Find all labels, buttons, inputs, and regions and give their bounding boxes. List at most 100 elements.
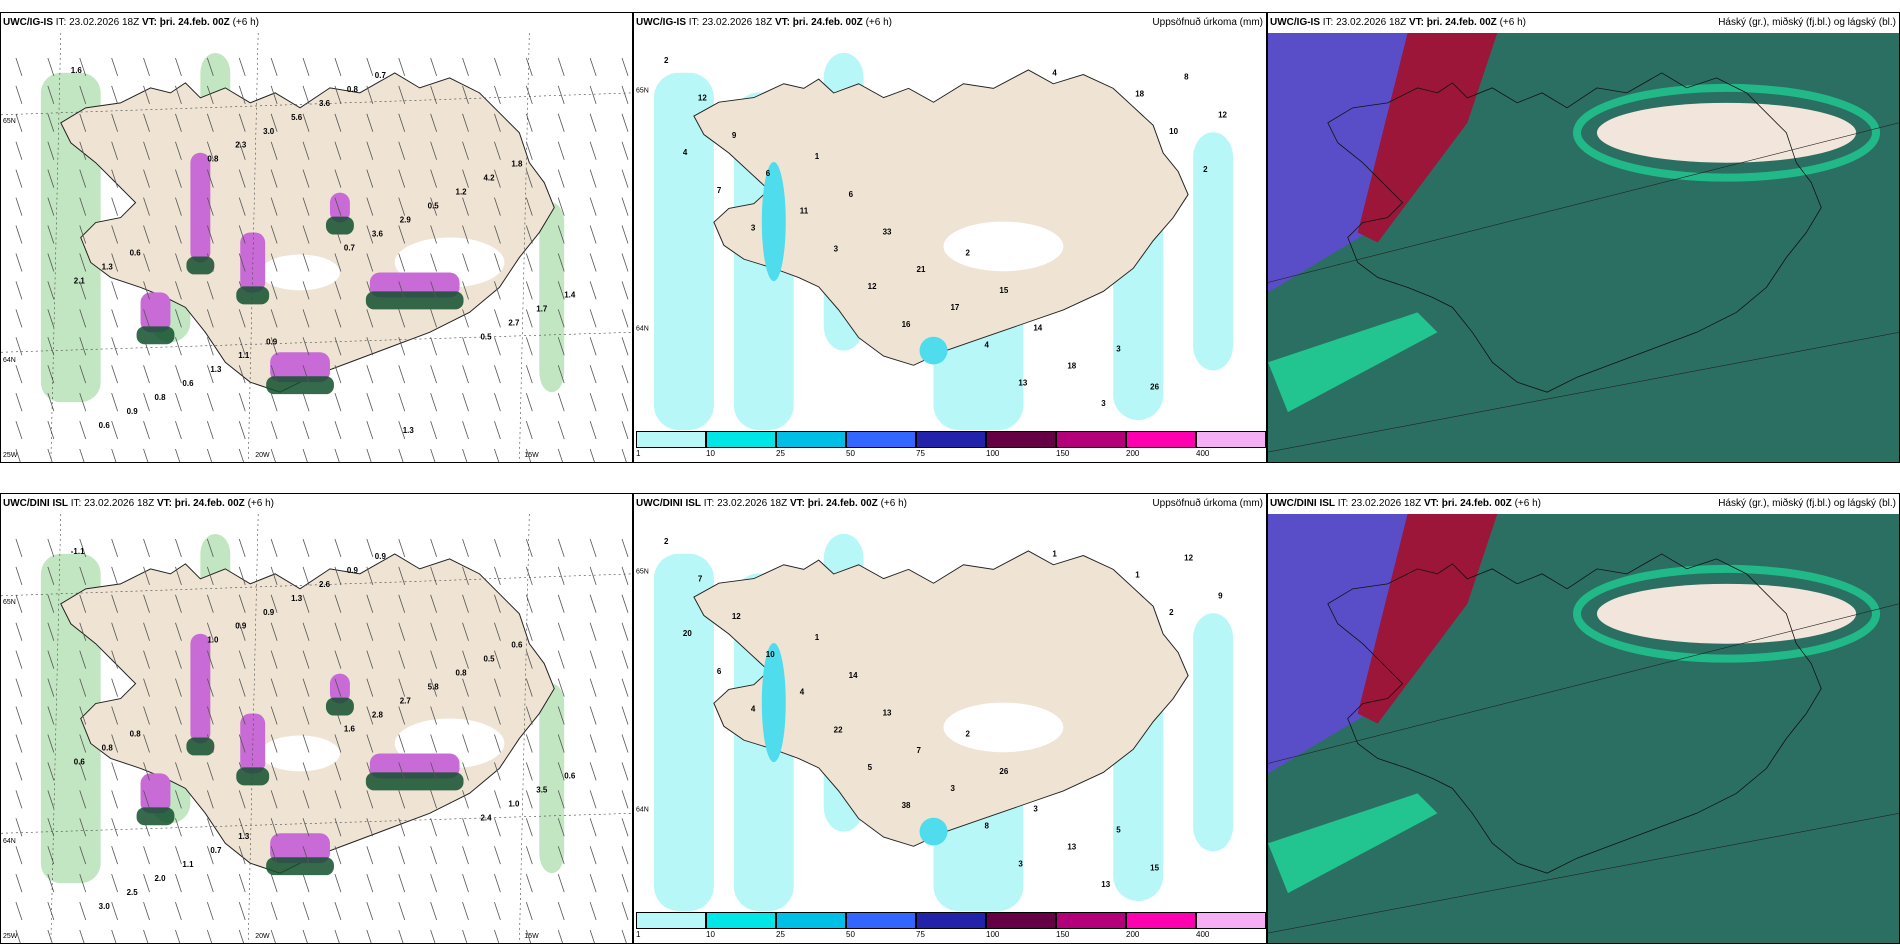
wind-barb bbox=[621, 762, 629, 781]
wind-barb bbox=[430, 901, 437, 921]
precip-area-mid bbox=[136, 807, 175, 826]
precip-area-light bbox=[1193, 132, 1234, 371]
wind-barb bbox=[15, 901, 23, 921]
wind-barb bbox=[79, 874, 87, 893]
wind-barb bbox=[175, 169, 182, 188]
wind-barb bbox=[175, 594, 182, 613]
precip-area-mid bbox=[136, 326, 175, 345]
wind-barb bbox=[206, 309, 214, 328]
wind-barb bbox=[175, 650, 182, 669]
wind-barb bbox=[111, 337, 119, 356]
wind-barb bbox=[79, 197, 87, 216]
wind-barb bbox=[206, 393, 214, 412]
wind-barb bbox=[494, 622, 501, 641]
wind-barb bbox=[589, 253, 597, 272]
wind-barb bbox=[143, 790, 150, 809]
wind-barb bbox=[621, 57, 629, 77]
wind-barb bbox=[111, 85, 119, 104]
wind-barb bbox=[494, 734, 501, 753]
wind-barb bbox=[557, 929, 563, 943]
wind-barb bbox=[302, 85, 310, 104]
glacier-area bbox=[260, 254, 340, 291]
wind-barb bbox=[557, 901, 565, 921]
wind-barb bbox=[430, 678, 437, 697]
wind-barb bbox=[494, 448, 500, 462]
wind-barb bbox=[111, 113, 119, 132]
precip-value-label: 12 bbox=[868, 282, 877, 291]
wind-barb bbox=[270, 650, 278, 669]
wind-barb bbox=[366, 57, 374, 77]
longitude-label: 15W bbox=[524, 452, 539, 459]
wind-barb bbox=[557, 734, 565, 753]
wind-barb bbox=[334, 281, 342, 300]
wind-barb bbox=[238, 901, 246, 921]
precip-value-label: 0.6 bbox=[130, 248, 142, 257]
wind-barb bbox=[621, 874, 629, 893]
mid-cloud-area bbox=[1357, 33, 1498, 243]
wind-barb bbox=[398, 448, 404, 462]
panel-title: Uppsöfnuð úrkoma (mm) bbox=[1152, 498, 1263, 509]
wind-barb bbox=[302, 818, 310, 837]
precip-area-mid bbox=[186, 737, 215, 756]
wind-barb bbox=[589, 57, 597, 77]
precip-value-label: 1.2 bbox=[456, 188, 468, 197]
precip-value-label: 0.6 bbox=[99, 421, 111, 430]
precip-value-label: 6 bbox=[766, 169, 771, 178]
wind-barb bbox=[79, 901, 87, 921]
wind-barb bbox=[366, 337, 374, 356]
wind-barb bbox=[589, 393, 597, 412]
precip-value-label: 2.5 bbox=[127, 888, 139, 897]
wind-barb bbox=[111, 650, 119, 669]
precip-value-label: 1.3 bbox=[403, 426, 415, 435]
wind-barb bbox=[47, 650, 55, 669]
wind-barb bbox=[206, 420, 214, 440]
wind-barb bbox=[175, 365, 182, 384]
wind-barb bbox=[430, 57, 437, 77]
wind-barb bbox=[175, 141, 182, 160]
colorbar-tick-label: 400 bbox=[1196, 449, 1210, 458]
wind-barb bbox=[206, 790, 214, 809]
wind-barb bbox=[47, 846, 55, 865]
wind-barb bbox=[430, 594, 437, 613]
wind-barb bbox=[15, 365, 23, 384]
precip-value-label: 4 bbox=[751, 705, 756, 714]
precip-values: 1.6 0.8 0.7 0.5 0.6 2.3 3.6 2.7 0.9 3.0 2.9 1.7 0.8 5… bbox=[71, 66, 576, 435]
precip-value-label: 2 bbox=[1203, 165, 1208, 174]
wind-barb bbox=[621, 309, 629, 328]
wind-barb bbox=[494, 790, 501, 809]
wind-barb bbox=[589, 874, 597, 893]
precip-value-label: 1.3 bbox=[238, 832, 250, 841]
wind-barb bbox=[366, 566, 374, 585]
wind-barb bbox=[494, 225, 501, 244]
precip-area-heavy bbox=[329, 192, 350, 223]
wind-barb bbox=[525, 393, 533, 412]
wind-barb bbox=[143, 734, 150, 753]
wind-barb bbox=[366, 818, 374, 837]
wind-barb bbox=[462, 818, 469, 837]
wind-barb bbox=[302, 113, 310, 132]
colorbar-tick-label: 75 bbox=[916, 449, 925, 458]
wind-barb bbox=[589, 113, 597, 132]
wind-barb bbox=[494, 309, 501, 328]
latitude-label: 65N bbox=[636, 569, 649, 576]
wind-barb bbox=[111, 365, 119, 384]
wind-barb bbox=[79, 309, 87, 328]
wind-barb bbox=[79, 57, 87, 77]
wind-barb bbox=[621, 365, 629, 384]
glacier-area bbox=[260, 735, 340, 772]
colorbar-tick-label: 10 bbox=[706, 930, 715, 939]
wind-barb bbox=[143, 85, 150, 104]
wind-barb bbox=[15, 337, 23, 356]
wind-barb bbox=[366, 309, 374, 328]
wind-barb bbox=[557, 706, 565, 725]
wind-barb bbox=[430, 337, 437, 356]
wind-barb bbox=[270, 281, 278, 300]
wind-barb bbox=[430, 929, 436, 943]
precip-value-label: 16 bbox=[902, 320, 911, 329]
wind-barb bbox=[238, 420, 246, 440]
wind-barb bbox=[621, 253, 629, 272]
wind-barb bbox=[175, 448, 181, 462]
precip-value-label: 0.7 bbox=[375, 71, 387, 80]
wind-barb bbox=[238, 929, 244, 943]
colorbar-tick-label: 10 bbox=[706, 449, 715, 458]
